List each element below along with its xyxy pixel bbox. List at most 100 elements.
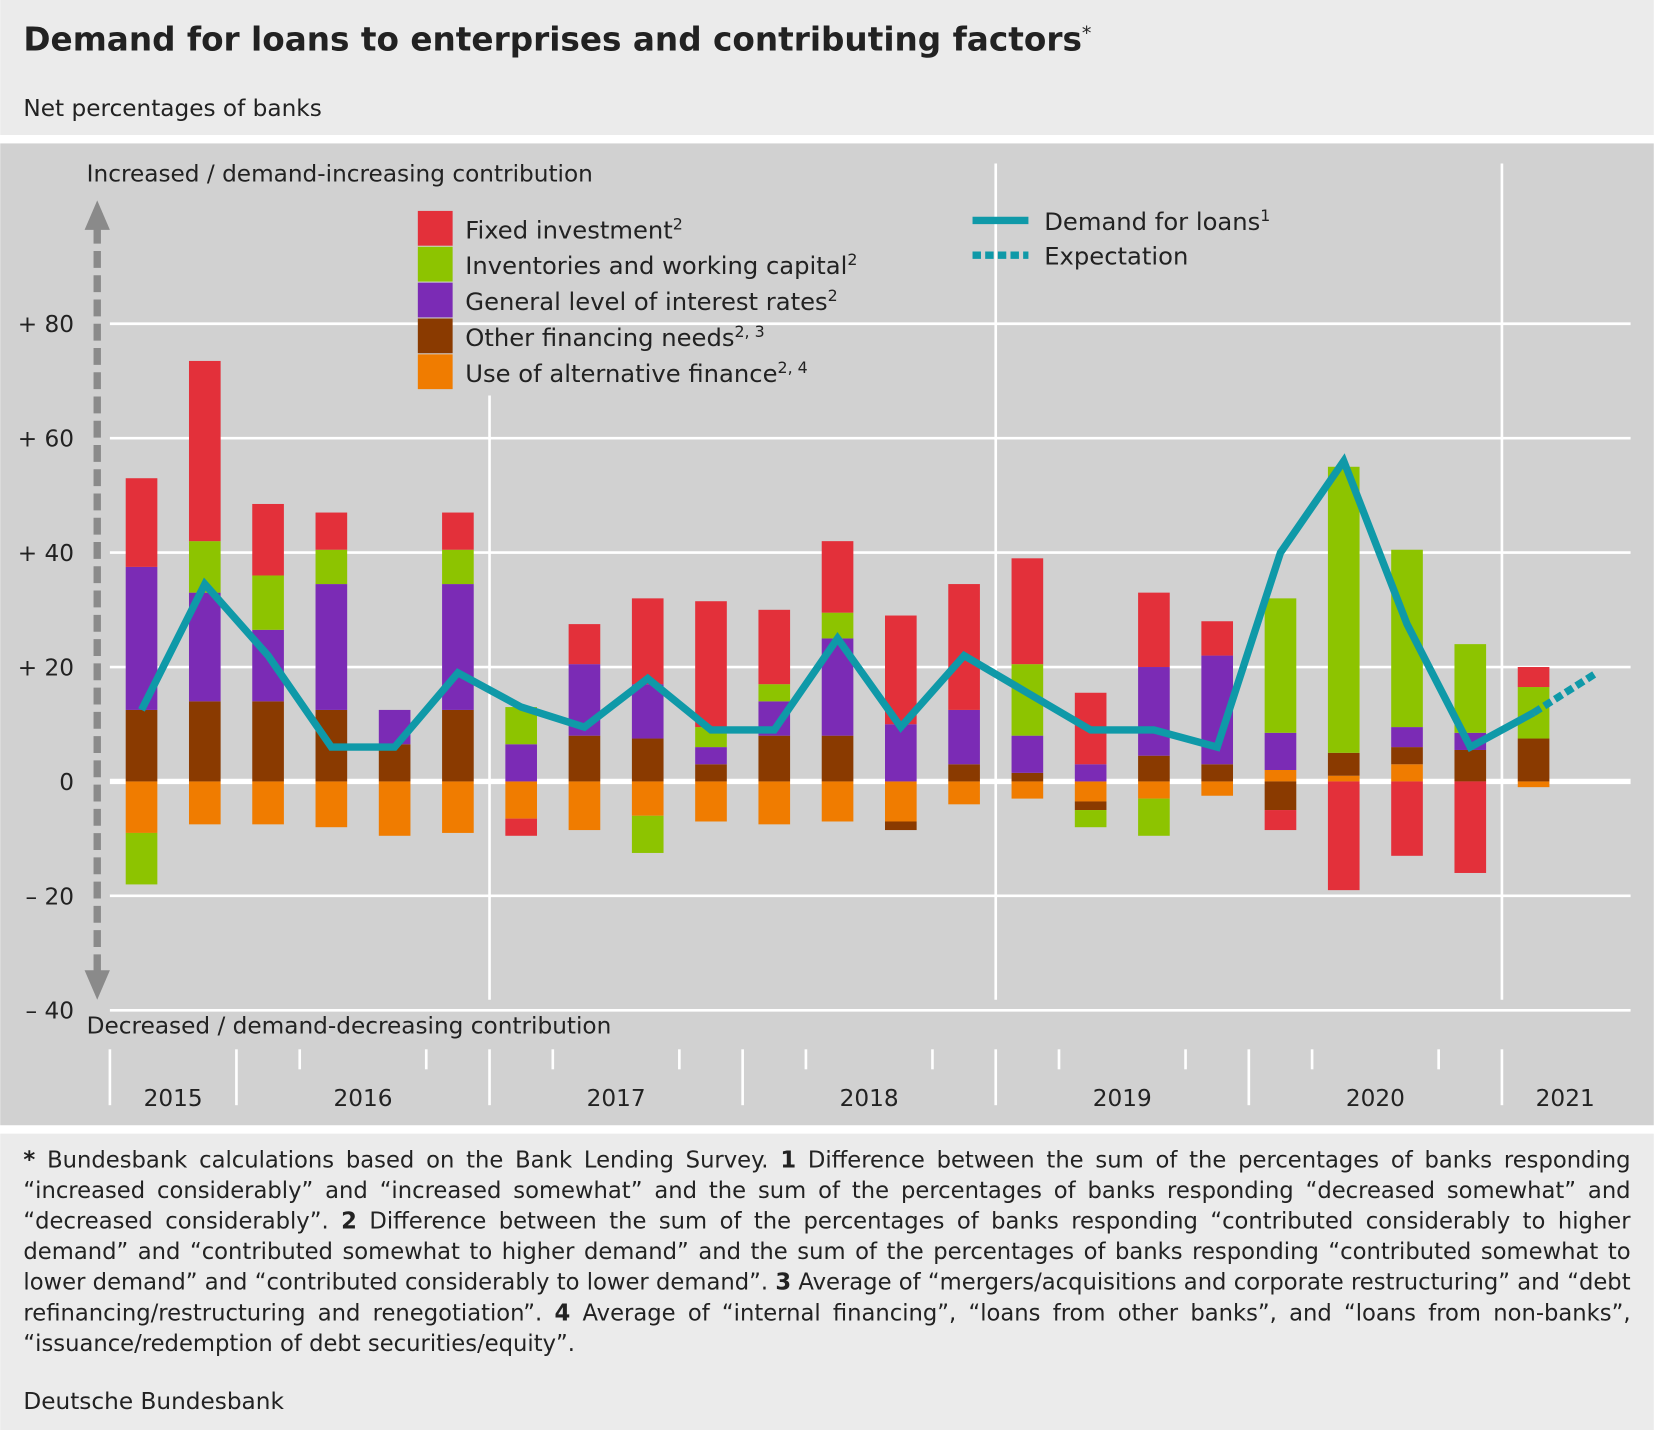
footnote-mark: 3 [775,1269,792,1297]
bar-segment [1074,801,1107,811]
bar-segment [568,624,601,665]
bar-segment [125,709,158,782]
legend-label: Use of alternative finance2, 4 [465,357,807,387]
legend-name: Use of alternative finance [465,359,777,388]
footer-background [0,1133,1654,1430]
title-note: * [1082,23,1091,45]
legend-swatch [417,318,453,354]
bar-segment [1264,810,1297,831]
footnote-mark: * [23,1147,36,1174]
bar-segment [758,684,791,702]
label-background [82,1012,623,1042]
footnote-body: Difference between the sum of the percen… [23,1147,1631,1235]
footnote-mark: 1 [780,1147,797,1174]
footnote-mark: 2 [341,1208,357,1235]
legend-swatch [417,354,453,390]
bar-segment [1074,810,1107,828]
legend-label: General level of interest rates2 [465,286,837,316]
bar-segment [1011,772,1044,782]
bar-segment [252,781,284,825]
bar-segment [252,503,284,576]
bar-segment [442,512,474,550]
bar-segment [948,709,980,765]
header-background [0,0,1654,135]
legend-name: Inventories and working capital [465,251,847,280]
footnotes: * Bundesbank calculations based on the B… [23,1145,1630,1359]
footnote-mark: 4 [554,1300,571,1327]
bar-segment [315,781,348,828]
legend-label: Expectation [1044,242,1188,271]
bar-segment [1138,667,1170,756]
bar-segment [1264,732,1297,770]
legend-label: Inventories and working capital2 [465,250,857,280]
y-tick-label: + 40 [18,540,74,567]
source: Deutsche Bundesbank [23,1388,284,1415]
legend-swatch [417,246,453,282]
x-group-label: 2019 [1093,1085,1152,1112]
bar-segment [1138,755,1170,782]
bar-segment [1327,781,1360,891]
bar-segment [1391,747,1423,765]
bar-segment [1454,644,1487,733]
demand-line [138,453,1536,753]
bar-segment [1391,781,1423,856]
bar-segment [188,701,221,782]
bar-segment [125,832,158,885]
bar-segment [442,709,474,782]
bar-segment [1011,558,1044,665]
bar-segment [1327,466,1360,753]
bar-segment [821,735,854,782]
bar-segment [695,764,727,782]
bar-segment [125,781,158,833]
x-group-label: 2017 [587,1085,646,1112]
bar-segment [315,584,348,710]
arrow-down [84,970,110,1000]
bar-segment [631,815,664,853]
x-group-label: 2020 [1346,1085,1405,1112]
bar-segment [1074,781,1107,802]
legend-note: 2 [847,250,857,269]
legend-name: General level of interest rates [465,287,827,316]
bar-segment [315,549,348,585]
x-group-label: 2016 [333,1085,392,1112]
top-annotation: Increased / demand-increasing contributi… [87,160,593,187]
footnote-body: Bundesbank calculations based on the Ban… [47,1147,769,1174]
legend-note: 2 [828,286,838,305]
bar-segment [1264,781,1297,811]
bar-segment [1454,781,1487,873]
legend-note: 2 [673,214,683,233]
bar-segment [568,781,601,831]
bar-segment [948,781,980,805]
bar-segment [631,684,664,739]
legend-label: Other financing needs2, 3 [465,321,764,352]
x-group-label: 2015 [144,1085,203,1112]
legend-name: Fixed investment [465,215,672,244]
bar-segment [1011,781,1044,799]
bar-segment [631,598,664,685]
bar-segment [758,781,791,825]
bar-segment [378,781,411,836]
bar-segment [948,584,980,710]
y-tick-label: + 20 [18,654,74,681]
bar-segment [1327,752,1360,776]
bar-segment [252,575,284,630]
bar-segment [442,781,474,833]
bar-segment [1201,621,1234,656]
bar-segment [885,821,917,831]
bar-segment [695,601,727,728]
legend-label: Demand for loans1 [1044,205,1270,236]
bar-segment [188,360,221,542]
x-group-label: 2021 [1536,1085,1595,1112]
bar-segment [1201,781,1234,796]
y-tick-label: + 60 [18,426,74,453]
bar-segment [1201,764,1234,782]
chart-title: Demand for loans to enterprises and cont… [23,21,1091,59]
legend-swatch [417,210,453,246]
footnote-text: * Bundesbank calculations based on the B… [23,1145,1630,1359]
footnote-body: Difference between the sum of the percen… [23,1208,1631,1297]
bar-segment [885,724,917,782]
bar-segment [631,781,664,816]
bar-segment [315,512,348,550]
label-background [82,158,600,190]
